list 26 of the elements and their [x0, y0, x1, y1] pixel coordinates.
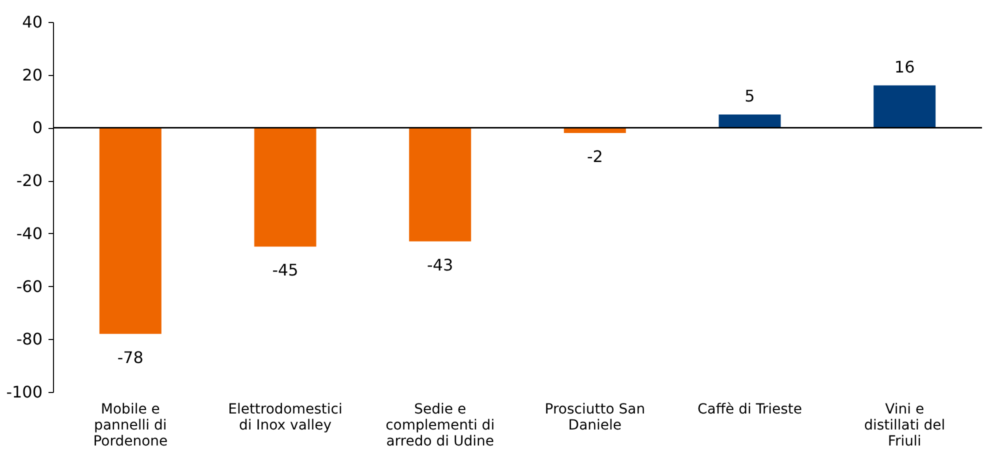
y-tick-label: 20 — [22, 65, 42, 84]
data-label: -45 — [272, 260, 298, 280]
x-tick-label: Prosciutto San Daniele — [544, 402, 646, 434]
x-tick-label: Caffè di Trieste — [698, 402, 802, 418]
y-tick-label: -20 — [16, 171, 42, 190]
bar — [409, 128, 472, 242]
data-label: -78 — [117, 348, 144, 367]
y-tick-label: -40 — [16, 224, 42, 243]
bar — [718, 114, 781, 128]
y-tick-label: 0 — [32, 118, 42, 138]
x-tick-label: Sedie e complementi di arredo di Udine — [386, 402, 495, 450]
data-label: -2 — [586, 147, 603, 166]
x-tick-label: Mobile e pannelli di Pordenone — [93, 402, 168, 450]
y-tick-label: -80 — [16, 330, 42, 349]
y-tick-label: 40 — [22, 12, 42, 32]
bar — [254, 128, 316, 247]
data-label: 5 — [744, 86, 755, 106]
y-tick-label: -60 — [16, 276, 42, 296]
bar — [99, 128, 162, 334]
x-tick-label: Elettrodomestici di Inox valley — [228, 402, 342, 434]
bar — [874, 85, 936, 128]
y-tick-label: -100 — [6, 382, 42, 402]
x-tick-label: Vini e distillati del Friuli — [864, 402, 946, 450]
data-label: 16 — [894, 57, 915, 76]
data-label: -43 — [427, 255, 454, 274]
bar — [564, 128, 626, 133]
